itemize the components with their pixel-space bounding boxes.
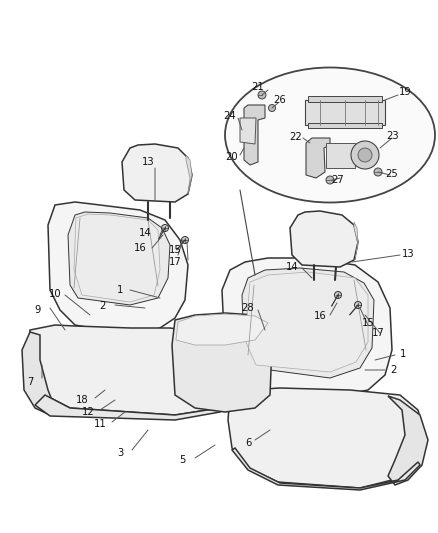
Polygon shape xyxy=(28,325,245,415)
Polygon shape xyxy=(122,144,192,202)
Polygon shape xyxy=(388,396,428,485)
Circle shape xyxy=(351,141,379,169)
Text: 17: 17 xyxy=(169,257,181,267)
Polygon shape xyxy=(74,214,160,302)
Text: 2: 2 xyxy=(390,365,396,375)
Polygon shape xyxy=(306,138,330,178)
Text: 1: 1 xyxy=(117,285,123,295)
Circle shape xyxy=(354,302,361,309)
Text: 1: 1 xyxy=(400,349,406,359)
Polygon shape xyxy=(308,123,382,128)
Text: 28: 28 xyxy=(242,303,254,313)
Polygon shape xyxy=(244,105,265,165)
Text: 11: 11 xyxy=(94,419,106,429)
Text: 10: 10 xyxy=(49,289,61,299)
Polygon shape xyxy=(172,313,272,412)
Polygon shape xyxy=(245,272,368,372)
Circle shape xyxy=(358,148,372,162)
Polygon shape xyxy=(228,388,425,488)
Polygon shape xyxy=(290,211,358,267)
Text: 5: 5 xyxy=(179,455,185,465)
Text: 13: 13 xyxy=(141,157,154,167)
Text: 16: 16 xyxy=(314,311,326,321)
Text: 9: 9 xyxy=(35,305,41,315)
Text: 23: 23 xyxy=(387,131,399,141)
Text: 16: 16 xyxy=(134,243,146,253)
Text: 6: 6 xyxy=(245,438,251,448)
Polygon shape xyxy=(48,202,188,335)
Text: 17: 17 xyxy=(371,328,385,338)
Text: 15: 15 xyxy=(169,245,181,255)
Text: 13: 13 xyxy=(402,249,414,259)
Text: 7: 7 xyxy=(27,377,33,387)
Polygon shape xyxy=(186,155,192,194)
Text: 20: 20 xyxy=(226,152,238,162)
Polygon shape xyxy=(308,96,382,102)
Circle shape xyxy=(326,176,334,184)
Text: 26: 26 xyxy=(274,95,286,105)
Text: 24: 24 xyxy=(224,111,237,121)
Circle shape xyxy=(181,237,188,244)
Polygon shape xyxy=(354,222,358,260)
Circle shape xyxy=(268,104,276,111)
Text: 19: 19 xyxy=(399,87,411,97)
Polygon shape xyxy=(68,212,170,305)
Circle shape xyxy=(162,224,169,231)
Polygon shape xyxy=(240,118,256,144)
Text: 14: 14 xyxy=(139,228,151,238)
Circle shape xyxy=(258,91,266,99)
Polygon shape xyxy=(22,332,55,415)
Ellipse shape xyxy=(225,68,435,203)
Text: 25: 25 xyxy=(385,169,399,179)
Text: 18: 18 xyxy=(76,395,88,405)
Polygon shape xyxy=(35,372,245,420)
Text: 14: 14 xyxy=(286,262,298,272)
Text: 2: 2 xyxy=(99,301,105,311)
Text: 12: 12 xyxy=(81,407,94,417)
Text: 27: 27 xyxy=(332,175,344,185)
Text: 22: 22 xyxy=(290,132,302,142)
Polygon shape xyxy=(326,143,355,168)
Circle shape xyxy=(374,168,382,176)
Polygon shape xyxy=(232,448,420,490)
Text: 15: 15 xyxy=(362,318,374,328)
Text: 3: 3 xyxy=(117,448,123,458)
Polygon shape xyxy=(176,314,268,345)
Polygon shape xyxy=(305,100,385,125)
Text: 21: 21 xyxy=(251,82,265,92)
Polygon shape xyxy=(222,258,392,398)
Circle shape xyxy=(335,292,342,298)
Polygon shape xyxy=(242,268,374,378)
